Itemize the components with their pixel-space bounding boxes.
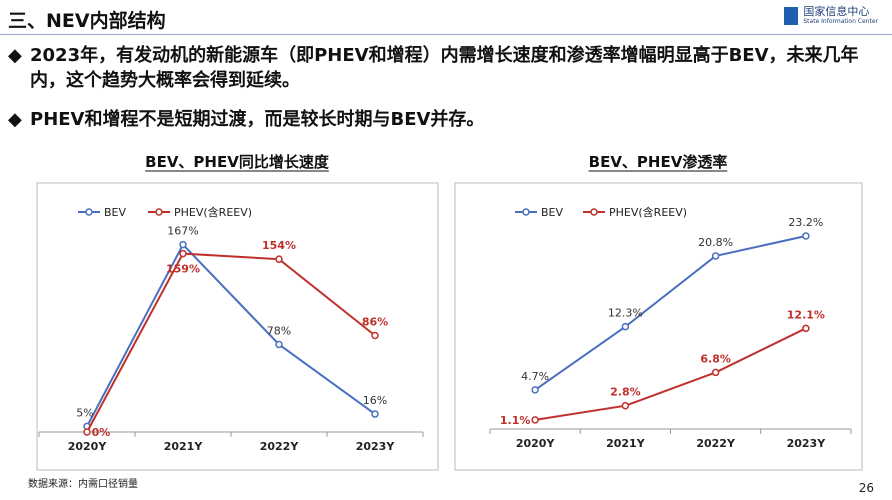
data-label: 23.2% [788,216,823,229]
logo: 国家信息中心 State Information Center [784,6,878,26]
point [621,401,630,410]
data-label: 2.8% [610,386,641,399]
x-tick-label: 2020Y [516,437,556,450]
bullet: PHEV和增程不是短期过渡，而是较长时期与BEV并存。 [8,107,890,132]
data-label: 20.8% [698,236,733,249]
x-tick-label: 2020Y [68,440,108,453]
x-tick-label: 2021Y [606,437,646,450]
point [711,252,720,260]
point [531,386,539,394]
point [621,322,630,331]
bullet: 2023年，有发动机的新能源车（即PHEV和增程）内需增长速度和渗透率增幅明显高… [8,43,890,93]
legend-marker [85,208,93,216]
chart-frame [36,182,439,471]
x-tick-label: 2021Y [164,440,204,453]
legend-label: BEV [104,206,126,219]
header-rule [0,34,892,35]
data-label: 12.3% [608,307,643,320]
data-label: 6.8% [700,352,731,365]
source-note: 数据来源：内需口径销量 [28,479,138,490]
point [179,240,187,249]
point [275,255,283,263]
logo-mark [784,7,799,25]
chart-title: BEV、PHEV渗透率 [589,153,728,171]
point [83,428,91,436]
logo-text: 国家信息中心 State Information Center [803,6,878,26]
logo-en: State Information Center [803,18,878,25]
data-label: 167% [167,225,198,238]
legend-marker [155,208,163,216]
data-label: 5% [76,406,93,419]
data-label: 12.1% [787,308,825,321]
x-tick-label: 2023Y [787,437,827,450]
legend-label: BEV [541,206,563,219]
series-line [86,252,376,433]
point [179,249,187,258]
legend-marker [522,208,530,216]
point [371,410,379,418]
data-label: 16% [363,394,387,407]
legend-label: PHEV(含REEV) [609,205,687,219]
data-label: 4.7% [521,370,549,383]
data-label: 86% [362,315,388,328]
series-line [86,242,376,427]
legend-label: PHEV(含REEV) [174,205,252,219]
point [275,340,283,349]
data-label: 1.1% [500,414,531,427]
chart-frame [454,182,863,471]
data-label: 159% [166,263,200,276]
point [802,232,810,240]
legend-marker [590,208,598,216]
series-line [534,234,807,391]
x-tick-label: 2022Y [696,437,736,450]
point [531,416,539,424]
point [371,331,379,340]
x-tick-label: 2023Y [356,440,396,453]
data-label: 0% [92,426,111,439]
chart-title: BEV、PHEV同比增长速度 [145,153,330,171]
logo-cn: 国家信息中心 [803,5,870,18]
data-label: 78% [267,324,291,337]
slide-title: 三、NEV内部结构 [8,10,166,32]
series-line [534,327,807,421]
point [711,368,720,377]
point [802,324,810,333]
x-tick-label: 2022Y [260,440,300,453]
data-label: 154% [262,239,296,252]
page-number: 26 [858,481,874,495]
